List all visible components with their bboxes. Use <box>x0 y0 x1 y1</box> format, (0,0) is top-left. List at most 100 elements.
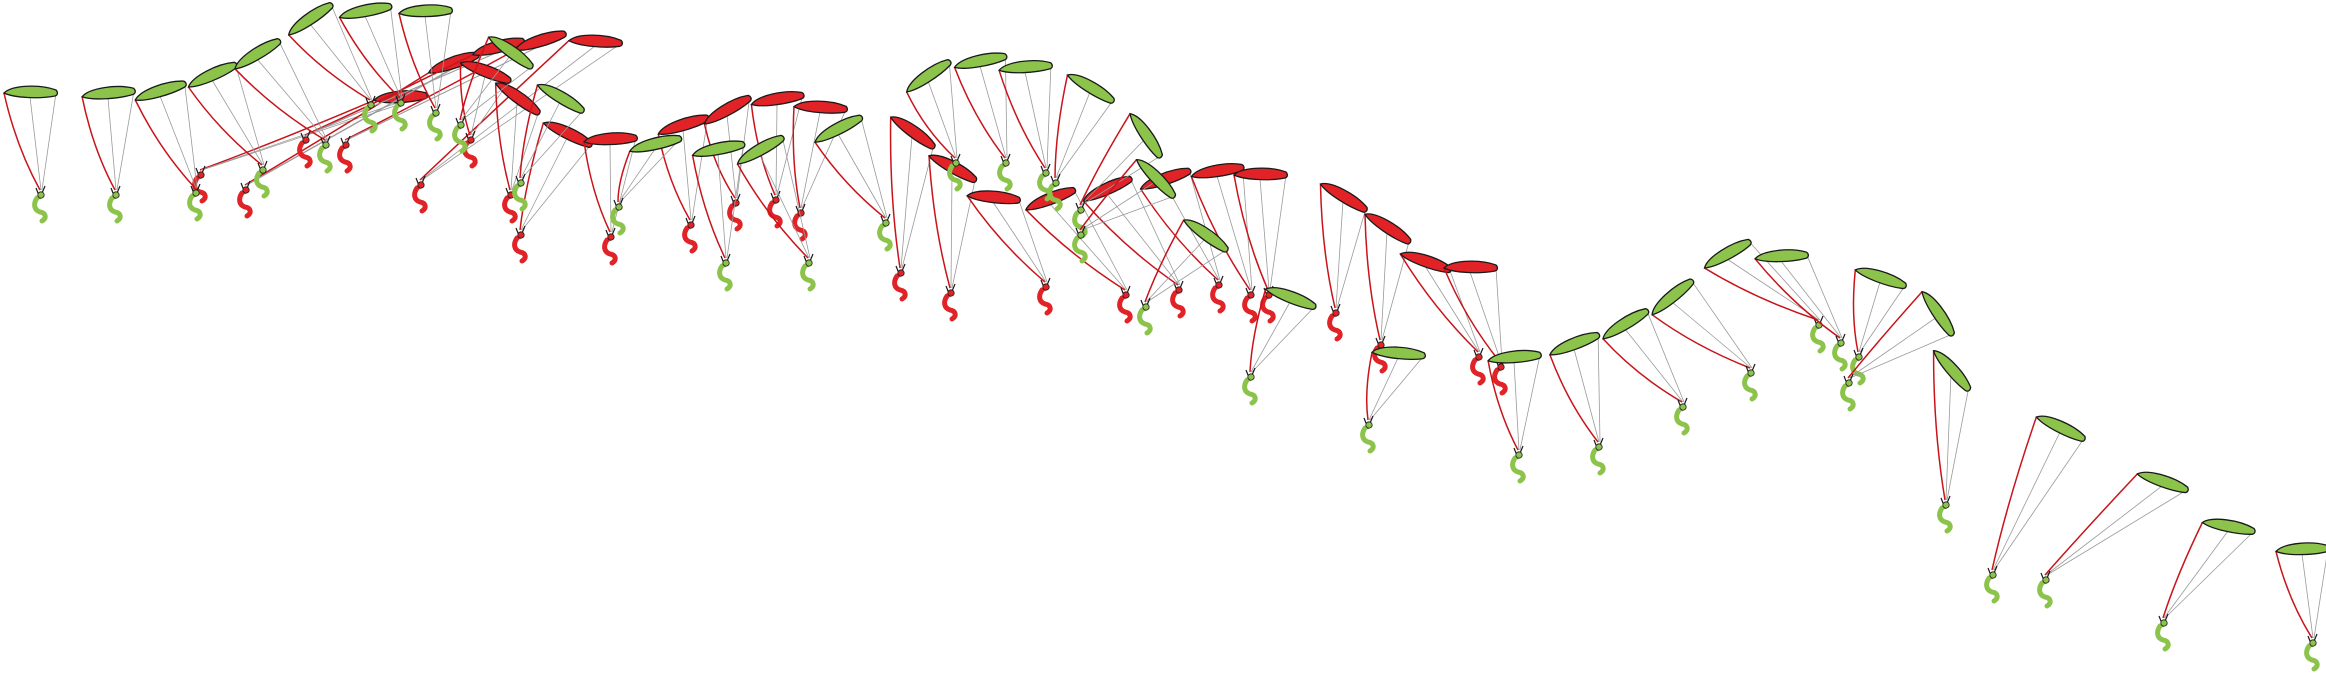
green-riser-line <box>1602 338 1683 403</box>
green-center-line <box>2163 530 2229 619</box>
green-center-line <box>1992 431 2061 571</box>
red-center-line <box>800 111 821 209</box>
green-pilot <box>452 115 468 154</box>
green-suspension-line <box>1806 255 1843 339</box>
red-riser-line <box>928 155 951 289</box>
red-riser-line <box>1025 209 1126 291</box>
green-pilot <box>947 153 963 192</box>
green-suspension-line <box>2313 558 2326 639</box>
red-suspension-line <box>1018 200 1048 283</box>
green-wing <box>1932 349 1972 392</box>
red-center-line <box>1106 193 1180 286</box>
green-riser-line <box>953 67 1006 159</box>
red-pilot <box>337 135 353 174</box>
green-suspension-line <box>1056 100 1113 179</box>
green-riser-line <box>234 68 326 141</box>
green-center-line <box>2301 553 2314 639</box>
green-pilot <box>1072 225 1088 264</box>
green-riser-line <box>459 36 490 121</box>
red-suspension-line <box>776 95 803 196</box>
green-pilot <box>800 253 816 292</box>
red-suspension-line <box>1242 167 1253 291</box>
green-center-line <box>837 133 887 219</box>
green-riser-line <box>617 151 631 203</box>
green-wing <box>1182 219 1229 253</box>
green-center-line <box>309 23 372 101</box>
red-suspension-line <box>611 138 637 233</box>
red-center-line <box>682 129 692 221</box>
green-pilot <box>1742 363 1758 402</box>
green-center-line <box>107 97 117 191</box>
green-pilot <box>427 103 443 142</box>
green-pilot <box>1360 415 1376 454</box>
red-center-line <box>1469 271 1502 363</box>
green-pilot <box>2037 570 2053 609</box>
green-riser-line <box>1549 354 1599 443</box>
green-riser-line <box>1754 258 1841 339</box>
red-wing <box>459 61 512 85</box>
green-wing <box>2 85 59 99</box>
green-pilot <box>317 135 333 174</box>
red-riser-line <box>1364 214 1381 341</box>
green-wing <box>2035 415 2086 442</box>
green-glider-1 <box>2 85 59 224</box>
red-suspension-line <box>691 117 709 221</box>
red-center-line <box>520 137 568 231</box>
red-glider-14 <box>889 116 936 302</box>
green-center-line <box>1624 328 1684 403</box>
green-wing <box>1264 287 1317 311</box>
green-glider-27 <box>1651 278 1758 402</box>
green-center-line <box>424 15 437 109</box>
red-glider-sequence <box>192 30 1508 396</box>
red-pilot <box>1170 280 1186 319</box>
green-wing <box>1703 238 1752 269</box>
green-center-line <box>1145 238 1206 303</box>
green-suspension-line <box>619 138 681 203</box>
green-wing <box>81 85 136 100</box>
green-glider-11 <box>610 134 683 236</box>
green-center-line <box>364 15 402 99</box>
green-suspension-line <box>184 83 198 189</box>
green-pilot <box>1072 200 1088 239</box>
green-wing <box>1370 346 1426 360</box>
red-wing <box>514 30 567 51</box>
green-center-line <box>1368 357 1399 421</box>
green-riser-line <box>2162 522 2204 619</box>
red-center-line <box>1380 231 1388 341</box>
green-suspension-line <box>235 64 265 166</box>
green-riser-line <box>134 99 196 189</box>
green-center-line <box>618 148 656 203</box>
green-glider-29 <box>1753 249 1848 372</box>
red-riser-line <box>459 63 471 136</box>
green-suspension-line <box>1849 333 1953 379</box>
green-glider-8 <box>397 4 454 142</box>
green-wing <box>736 134 785 165</box>
green-riser-line <box>1847 291 1923 379</box>
green-wing <box>814 114 864 143</box>
green-wing <box>998 60 1053 74</box>
green-riser-line <box>338 17 401 99</box>
green-suspension-line <box>1597 335 1601 443</box>
green-glider-18 <box>1047 73 1115 212</box>
green-suspension-line <box>521 110 583 179</box>
red-riser-line <box>792 106 801 209</box>
green-glider-30 <box>1850 267 1907 386</box>
green-suspension-line <box>278 41 328 141</box>
green-center-line <box>1250 301 1291 373</box>
red-riser-line <box>519 122 545 231</box>
green-glider-23 <box>1360 346 1426 454</box>
green-riser-line <box>2275 551 2313 639</box>
red-riser-line <box>1139 188 1219 281</box>
green-suspension-line <box>461 66 532 121</box>
red-pilot <box>1470 347 1486 386</box>
green-suspension-line <box>1859 285 1906 353</box>
green-pilot <box>392 93 408 132</box>
red-wing <box>889 116 936 150</box>
green-pilot <box>877 213 893 252</box>
red-glider-6 <box>459 61 512 169</box>
green-wing <box>2136 471 2189 494</box>
green-suspension-line <box>1369 355 1425 421</box>
green-pilot <box>610 197 626 236</box>
green-wing <box>234 38 282 70</box>
